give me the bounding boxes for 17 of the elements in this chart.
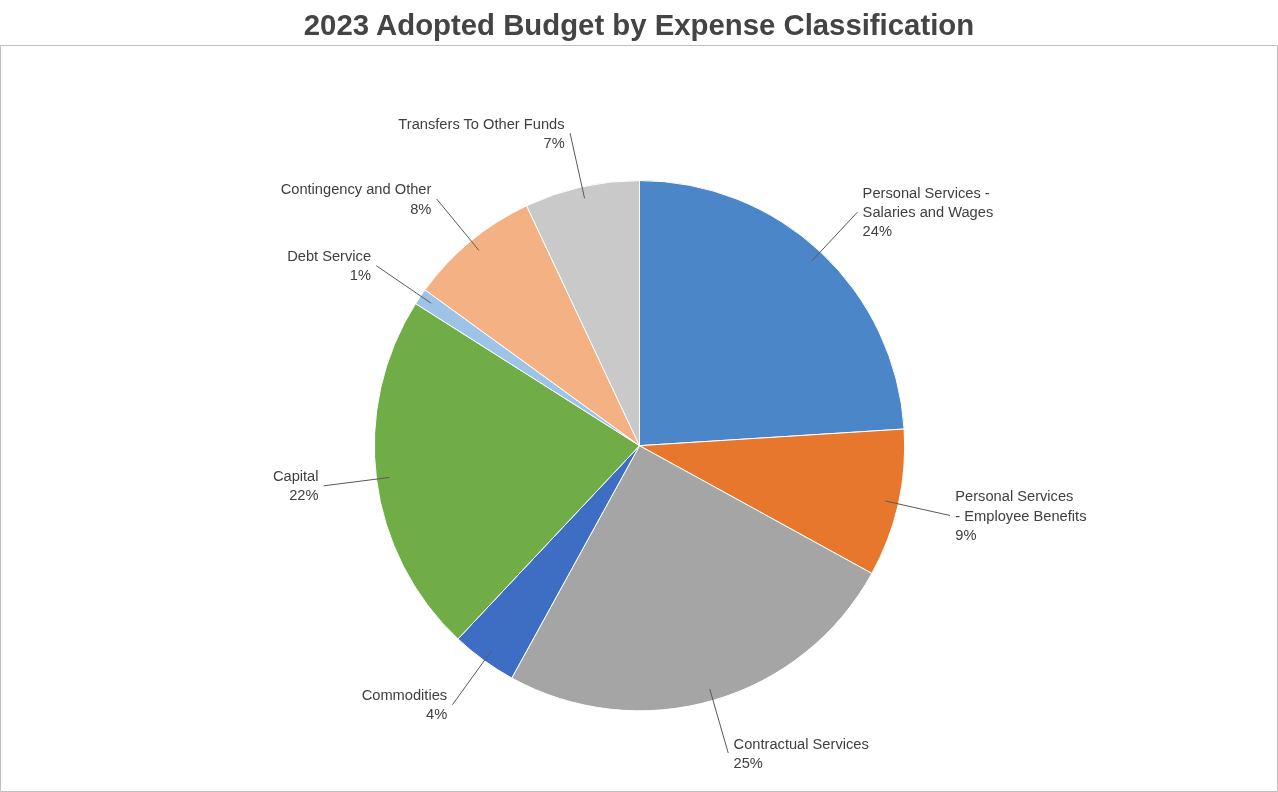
slice-label: Commodities: [361, 687, 448, 704]
slice-label: Capital: [272, 468, 319, 485]
chart-title: 2023 Adopted Budget by Expense Classification: [303, 7, 975, 41]
data-label: 1%: [349, 267, 372, 284]
data-label: 4%: [426, 706, 448, 723]
data-label: 8%: [410, 200, 432, 217]
slice-label: Debt Service: [287, 248, 372, 265]
slice-label: Transfers To Other Funds: [398, 115, 565, 132]
data-label: 25%: [733, 754, 763, 771]
slice-label: Contractual Services: [733, 735, 869, 752]
slice-label: Personal Services - Salaries and Wages: [862, 185, 994, 221]
data-label: 22%: [289, 487, 319, 504]
data-label: 7%: [543, 134, 565, 151]
data-label: 9%: [955, 526, 977, 543]
data-label: 24%: [862, 223, 892, 240]
slice-label: Contingency and Other: [280, 181, 432, 198]
slice-label: Personal Services - Employee Benefits: [955, 488, 1087, 524]
